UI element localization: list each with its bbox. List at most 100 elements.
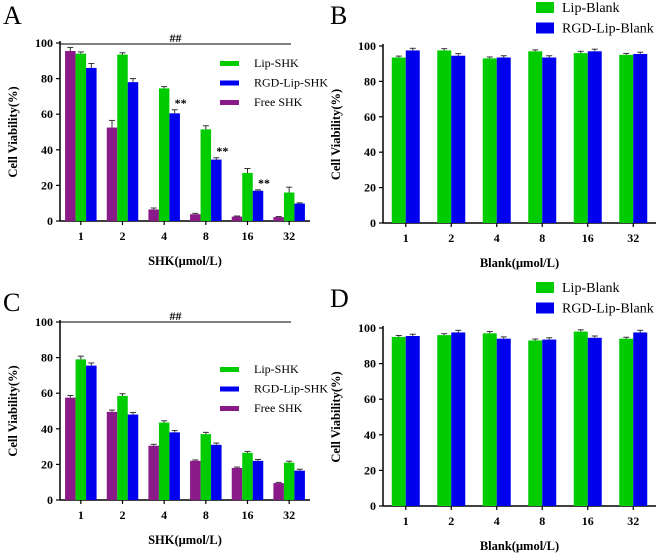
panel-a: A 0 20 40 60 80 100 Cell Viability(%) 1 2 4 8 16 32 **…	[3, 1, 328, 268]
x-tick-label: 2	[448, 231, 454, 245]
x-tick-label: 32	[627, 231, 639, 245]
x-tick-label: 1	[403, 231, 409, 245]
x-axis-title: Blank(μmol/L)	[480, 256, 559, 270]
bar-rgd-lip-shk-32	[294, 470, 305, 500]
bar-lip-shk-2	[117, 395, 128, 500]
bar-free-shk-2	[106, 127, 118, 221]
legend-swatch	[536, 22, 554, 34]
legend-swatch	[536, 282, 554, 293]
legend-swatch	[220, 386, 239, 392]
bar-rgd-lip-blank-1	[405, 336, 420, 506]
y-axis-title: Cell Viability(%)	[6, 86, 20, 177]
bar-rgd-lip-shk-8	[211, 444, 222, 500]
x-tick-label: 32	[283, 229, 295, 243]
bar-free-shk-16	[231, 467, 243, 500]
bar-lip-shk-1	[75, 359, 87, 500]
bar-lip-shk-8	[200, 129, 212, 221]
bar-rgd-lip-shk-2	[127, 414, 139, 500]
bar-rgd-lip-blank-32	[633, 332, 648, 506]
x-tick-label: 8	[203, 508, 209, 522]
bar-rgd-lip-blank-4	[496, 338, 511, 506]
y-tick-label: 100	[358, 321, 376, 335]
bar-lip-shk-2	[117, 54, 128, 221]
legend-swatch	[536, 302, 554, 314]
legend-swatch	[220, 61, 239, 66]
legend-label: Free SHK	[254, 401, 303, 415]
legend-label: Free SHK	[254, 95, 303, 109]
bar-free-shk-4	[148, 209, 159, 221]
bar-rgd-lip-blank-1	[405, 50, 420, 223]
x-tick-label: 16	[582, 514, 594, 528]
significance-line-label: ##	[170, 31, 182, 45]
bar-lip-blank-4	[482, 333, 497, 506]
y-tick-label: 20	[41, 457, 53, 471]
legend-swatch	[220, 100, 239, 105]
legend-label: Lip-Blank	[562, 1, 620, 16]
x-tick-label: 8	[203, 229, 209, 243]
x-tick-label: 4	[161, 229, 167, 243]
bar-lip-shk-16	[242, 452, 253, 500]
legend: Lip-Blank RGD-Lip-Blank	[536, 281, 654, 317]
y-axis-title: Cell Viability(%)	[329, 371, 343, 462]
panel-letter: A	[3, 1, 22, 30]
bar-lip-blank-16	[573, 53, 588, 223]
panel-letter: C	[3, 288, 20, 317]
bar-lip-shk-32	[283, 462, 295, 500]
y-tick-label: 20	[364, 463, 376, 477]
bar-lip-shk-4	[158, 88, 170, 221]
bar-rgd-lip-blank-4	[496, 57, 511, 223]
significance-annotation: **	[216, 144, 228, 158]
y-tick-label: 40	[41, 422, 53, 436]
y-tick-label: 20	[41, 178, 53, 192]
significance-annotation: **	[258, 176, 270, 190]
bar-lip-blank-2	[437, 335, 452, 506]
y-tick-label: 80	[41, 351, 53, 365]
x-tick-label: 16	[242, 229, 254, 243]
y-tick-label: 80	[364, 74, 376, 88]
panel-b: B 0 20 40 60 80 100 Cell Viability(%) 1 2 4 8 16 32 Bl…	[329, 1, 656, 270]
x-axis-title: SHK(μmol/L)	[148, 533, 222, 547]
y-tick-label: 40	[41, 143, 53, 157]
bar-rgd-lip-shk-1	[86, 67, 97, 221]
x-tick-label: 2	[120, 229, 126, 243]
bar-free-shk-8	[190, 460, 201, 500]
bar-free-shk-4	[148, 445, 159, 500]
y-tick-label: 0	[47, 214, 53, 228]
bar-lip-blank-32	[619, 338, 634, 506]
bar-rgd-lip-blank-2	[451, 332, 466, 506]
legend-swatch	[220, 367, 239, 372]
x-tick-label: 1	[403, 514, 409, 528]
y-tick-label: 60	[41, 107, 53, 121]
bar-rgd-lip-blank-16	[587, 337, 602, 506]
x-tick-label: 4	[494, 514, 500, 528]
y-tick-label: 80	[364, 357, 376, 371]
bar-free-shk-2	[106, 411, 118, 500]
bar-rgd-lip-shk-16	[252, 460, 264, 500]
panel-d: D 0 20 40 60 80 100 Cell Viability(%) 1 2 4 8 16 32 Bl…	[329, 281, 656, 553]
bar-lip-blank-32	[619, 54, 634, 223]
bar-rgd-lip-shk-2	[127, 82, 139, 221]
x-tick-label: 8	[539, 514, 545, 528]
x-tick-label: 2	[120, 508, 126, 522]
bar-rgd-lip-shk-32	[294, 203, 305, 221]
x-axis-title: Blank(μmol/L)	[480, 539, 559, 553]
bar-lip-blank-16	[573, 331, 588, 506]
x-tick-label: 8	[539, 231, 545, 245]
bar-free-shk-16	[231, 216, 243, 221]
panel-letter: B	[330, 1, 347, 30]
legend: Lip-SHK RGD-Lip-SHK Free SHK	[220, 362, 328, 415]
legend-label: Lip-SHK	[254, 56, 299, 70]
bar-rgd-lip-blank-2	[451, 55, 466, 223]
x-tick-label: 4	[161, 508, 167, 522]
significance-annotation: **	[175, 96, 187, 110]
y-tick-label: 40	[364, 428, 376, 442]
bar-free-shk-1	[65, 51, 76, 222]
bar-rgd-lip-shk-1	[86, 365, 97, 500]
y-axis-title: Cell Viability(%)	[329, 89, 343, 180]
bar-lip-blank-1	[391, 336, 406, 506]
x-tick-label: 2	[448, 514, 454, 528]
legend-swatch	[220, 406, 239, 411]
x-tick-label: 1	[78, 229, 84, 243]
x-tick-label: 32	[627, 514, 639, 528]
